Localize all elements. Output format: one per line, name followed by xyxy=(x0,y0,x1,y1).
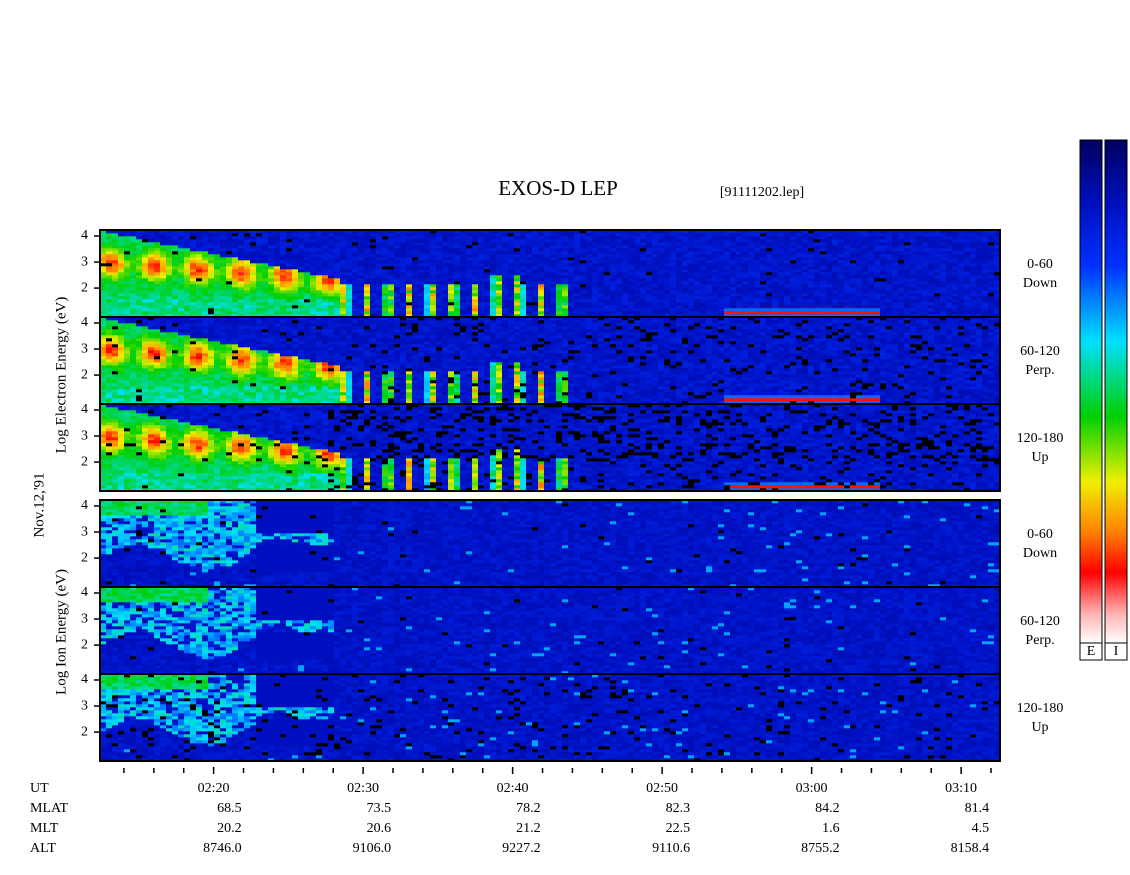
pitch-label: 60-120 xyxy=(1020,614,1060,629)
ephemeris-value: 81.4 xyxy=(965,801,990,816)
y-tick-label: 4 xyxy=(81,228,88,243)
color-bar-label: I xyxy=(1114,644,1119,659)
ephemeris-value: 84.2 xyxy=(815,801,840,816)
y-tick-label: 4 xyxy=(81,498,88,513)
ephemeris-value: 1.6 xyxy=(822,821,840,836)
x-tick-label: 02:20 xyxy=(198,781,230,796)
color-bar xyxy=(1104,139,1128,644)
y-tick-label: 4 xyxy=(81,315,88,330)
y-tick-label: 3 xyxy=(81,428,88,443)
y-axis-label: Log Electron Energy (eV) xyxy=(53,297,69,454)
ephemeris-value: 21.2 xyxy=(516,821,541,836)
color-bar-label-box xyxy=(1104,642,1128,661)
pitch-label: 60-120 xyxy=(1020,344,1060,359)
ephemeris-value: 68.5 xyxy=(217,801,242,816)
direction-label: Up xyxy=(1031,720,1048,735)
ephemeris-label: UT xyxy=(30,781,49,796)
direction-label: Perp. xyxy=(1025,363,1054,378)
y-tick-label: 3 xyxy=(81,698,88,713)
y-tick-label: 2 xyxy=(81,550,88,565)
y-tick-label: 2 xyxy=(81,724,88,739)
ephemeris-value: 8158.4 xyxy=(951,841,990,856)
axes: 2 3 4 0-60 Down 2 3 4 60-120 Perp. 2 3 4 120-180 Up Log… xyxy=(30,139,1128,856)
x-tick-label: 03:00 xyxy=(796,781,828,796)
color-bar-label: E xyxy=(1087,644,1096,659)
date-label: Nov.12,'91 xyxy=(31,472,47,537)
y-tick-label: 2 xyxy=(81,367,88,382)
y-tick-label: 2 xyxy=(81,454,88,469)
y-tick-label: 4 xyxy=(81,672,88,687)
ephemeris-value: 22.5 xyxy=(666,821,691,836)
y-tick-label: 3 xyxy=(81,254,88,269)
pitch-label: 0-60 xyxy=(1027,257,1053,272)
x-tick-label: 02:40 xyxy=(497,781,529,796)
y-tick-label: 2 xyxy=(81,280,88,295)
ephemeris-value: 8755.2 xyxy=(801,841,840,856)
spectrograms xyxy=(100,230,1001,762)
direction-label: Down xyxy=(1023,276,1057,291)
ephemeris-value: 9106.0 xyxy=(353,841,392,856)
y-tick-label: 2 xyxy=(81,637,88,652)
ephemeris-value: 4.5 xyxy=(972,821,990,836)
x-tick-label: 02:30 xyxy=(347,781,379,796)
y-axis-label: Log Ion Energy (eV) xyxy=(53,569,69,695)
ephemeris-value: 73.5 xyxy=(367,801,392,816)
file-name: [91111202.lep] xyxy=(720,185,804,200)
panel-frame xyxy=(99,403,1001,492)
y-tick-label: 3 xyxy=(81,524,88,539)
ephemeris-label: MLAT xyxy=(30,801,69,816)
x-tick-label: 03:10 xyxy=(945,781,977,796)
pitch-label: 0-60 xyxy=(1027,527,1053,542)
ephemeris-label: MLT xyxy=(30,821,59,836)
color-bar xyxy=(1079,139,1103,644)
direction-label: Down xyxy=(1023,546,1057,561)
ephemeris-value: 20.2 xyxy=(217,821,242,836)
ephemeris-value: 20.6 xyxy=(367,821,392,836)
y-tick-label: 4 xyxy=(81,585,88,600)
y-tick-label: 3 xyxy=(81,611,88,626)
ephemeris-value: 9227.2 xyxy=(502,841,541,856)
direction-label: Perp. xyxy=(1025,633,1054,648)
ephemeris-value: 8746.0 xyxy=(203,841,242,856)
pitch-label: 120-180 xyxy=(1017,701,1064,716)
y-tick-label: 4 xyxy=(81,402,88,417)
ephemeris-label: ALT xyxy=(30,841,56,856)
ephemeris-value: 78.2 xyxy=(516,801,541,816)
ephemeris-value: 9110.6 xyxy=(652,841,690,856)
y-tick-label: 3 xyxy=(81,341,88,356)
pitch-label: 120-180 xyxy=(1017,431,1064,446)
direction-label: Up xyxy=(1031,450,1048,465)
x-tick-label: 02:50 xyxy=(646,781,678,796)
ephemeris-value: 82.3 xyxy=(666,801,691,816)
title: EXOS-D LEP xyxy=(498,176,618,200)
color-bar-label-box xyxy=(1079,642,1103,661)
